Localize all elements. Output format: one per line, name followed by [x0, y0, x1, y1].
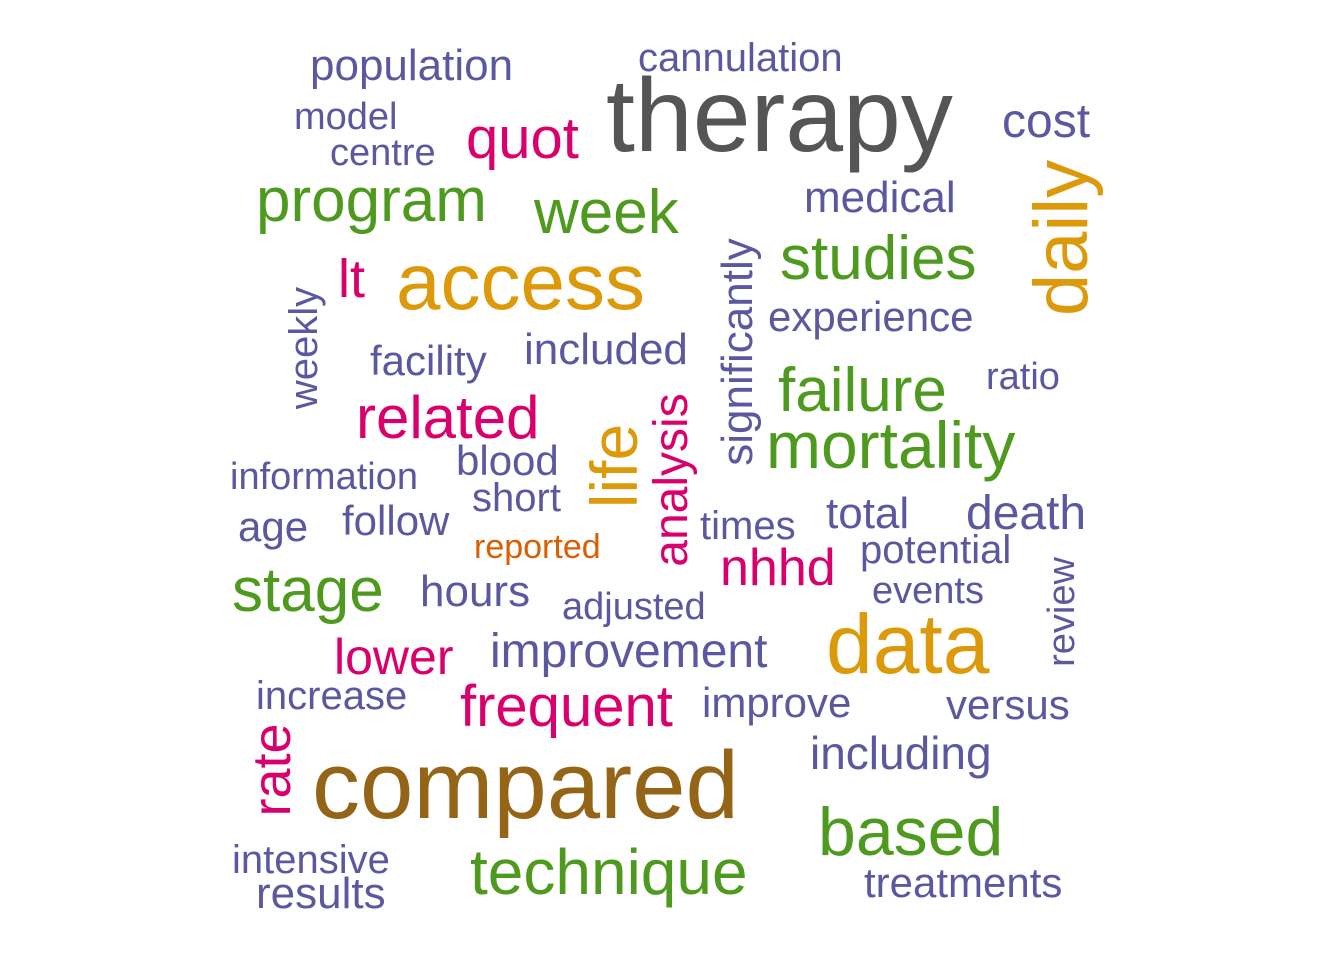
word-times: times: [700, 504, 796, 548]
word-mortality: mortality: [766, 408, 1016, 482]
word-based: based: [818, 794, 1004, 870]
word-rate: rate: [242, 723, 302, 817]
word-quot: quot: [466, 106, 579, 171]
word-compared: compared: [312, 732, 739, 839]
word-included: included: [524, 325, 688, 374]
word-facility: facility: [370, 337, 487, 384]
word-increase: increase: [256, 674, 408, 718]
word-model: model: [294, 96, 398, 138]
word-cost: cost: [1002, 95, 1091, 148]
word-technique: technique: [470, 836, 748, 908]
word-improve: improve: [702, 679, 852, 726]
word-lt: lt: [338, 249, 365, 309]
word-total: total: [826, 489, 910, 538]
word-medical: medical: [804, 173, 956, 222]
word-centre: centre: [330, 132, 436, 174]
word-significantly: significantly: [713, 238, 762, 466]
word-daily: daily: [1019, 159, 1104, 317]
word-failure: failure: [778, 356, 947, 425]
word-intensive: intensive: [232, 838, 390, 882]
word-hours: hours: [420, 567, 531, 616]
word-data: data: [826, 597, 990, 691]
word-death: death: [966, 487, 1087, 540]
word-events: events: [872, 570, 984, 612]
word-frequent: frequent: [460, 674, 673, 739]
word-adjusted: adjusted: [562, 586, 706, 628]
word-reported: reported: [474, 528, 601, 566]
word-access: access: [396, 237, 645, 326]
word-versus: versus: [946, 681, 1070, 728]
word-treatments: treatments: [864, 859, 1063, 906]
word-information: information: [230, 456, 418, 498]
word-follow: follow: [342, 497, 450, 544]
word-improvement: improvement: [490, 625, 768, 678]
word-related: related: [356, 384, 540, 451]
word-weekly: weekly: [282, 286, 326, 410]
word-lower: lower: [334, 629, 454, 685]
word-blood: blood: [456, 437, 559, 484]
word-week: week: [534, 178, 679, 247]
word-review: review: [1041, 557, 1083, 667]
word-stage: stage: [232, 556, 384, 625]
word-studies: studies: [780, 224, 977, 293]
word-age: age: [238, 503, 309, 550]
word-results: results: [256, 869, 386, 918]
word-life: life: [577, 423, 651, 509]
word-potential: potential: [860, 528, 1012, 572]
word-experience: experience: [768, 293, 974, 340]
word-analysis: analysis: [645, 393, 698, 567]
word-therapy: therapy: [606, 58, 953, 174]
word-nhhd: nhhd: [720, 539, 836, 597]
word-program: program: [256, 166, 487, 235]
word-ratio: ratio: [986, 356, 1060, 398]
word-cannulation: cannulation: [638, 36, 843, 80]
word-including: including: [810, 727, 992, 779]
word-population: population: [310, 41, 514, 90]
word-short: short: [472, 476, 561, 520]
